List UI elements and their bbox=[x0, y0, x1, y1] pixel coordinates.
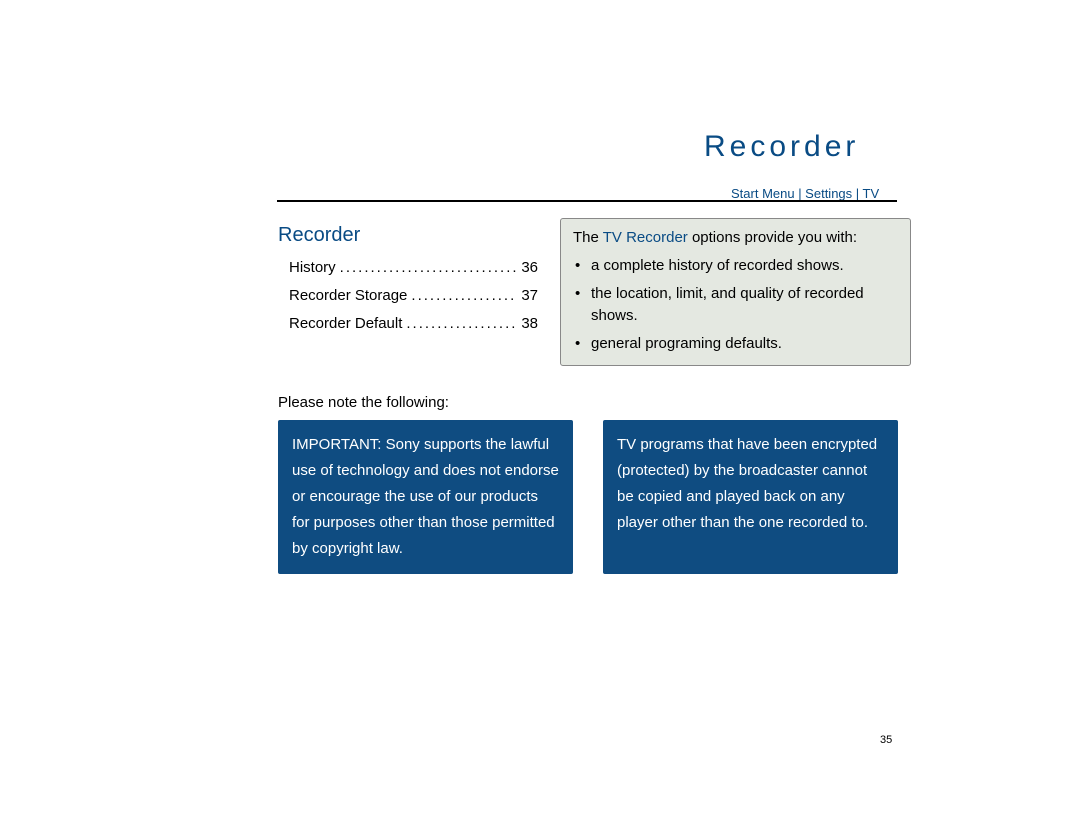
notice-box-legal: IMPORTANT: Sony supports the lawful use … bbox=[278, 420, 573, 574]
info-callout-box: The TV Recorder options provide you with… bbox=[560, 218, 911, 366]
info-intro-highlight: TV Recorder bbox=[603, 229, 688, 246]
toc-leader-dots bbox=[340, 254, 518, 282]
breadcrumb: Start Menu | Settings | TV bbox=[731, 186, 879, 201]
info-bullet-item: a complete history of recorded shows. bbox=[573, 255, 898, 277]
toc-label: Recorder Default bbox=[289, 310, 402, 338]
info-intro-post: options provide you with: bbox=[688, 229, 857, 246]
note-intro-line: Please note the following: bbox=[278, 394, 449, 411]
info-bullet-list: a complete history of recorded shows. th… bbox=[573, 255, 898, 355]
toc-row: Recorder Default 38 bbox=[289, 310, 538, 338]
toc-label: Recorder Storage bbox=[289, 282, 407, 310]
table-of-contents: History 36 Recorder Storage 37 Recorder … bbox=[289, 254, 538, 338]
toc-row: History 36 bbox=[289, 254, 538, 282]
horizontal-rule bbox=[277, 200, 897, 202]
section-title: Recorder bbox=[278, 224, 360, 247]
info-intro-pre: The bbox=[573, 229, 603, 246]
toc-leader-dots bbox=[411, 282, 517, 310]
info-intro-line: The TV Recorder options provide you with… bbox=[573, 227, 898, 249]
toc-page-number: 36 bbox=[521, 254, 538, 282]
notice-row: IMPORTANT: Sony supports the lawful use … bbox=[278, 420, 898, 574]
document-page: Recorder Start Menu | Settings | TV Reco… bbox=[0, 0, 1080, 834]
notice-box-encryption: TV programs that have been encrypted (pr… bbox=[603, 420, 898, 574]
page-number: 35 bbox=[880, 734, 892, 746]
info-bullet-item: general programing defaults. bbox=[573, 333, 898, 355]
toc-page-number: 38 bbox=[521, 310, 538, 338]
toc-leader-dots bbox=[406, 310, 517, 338]
info-bullet-item: the location, limit, and quality of reco… bbox=[573, 283, 898, 327]
toc-row: Recorder Storage 37 bbox=[289, 282, 538, 310]
toc-label: History bbox=[289, 254, 336, 282]
toc-page-number: 37 bbox=[521, 282, 538, 310]
page-title: Recorder bbox=[704, 130, 859, 164]
